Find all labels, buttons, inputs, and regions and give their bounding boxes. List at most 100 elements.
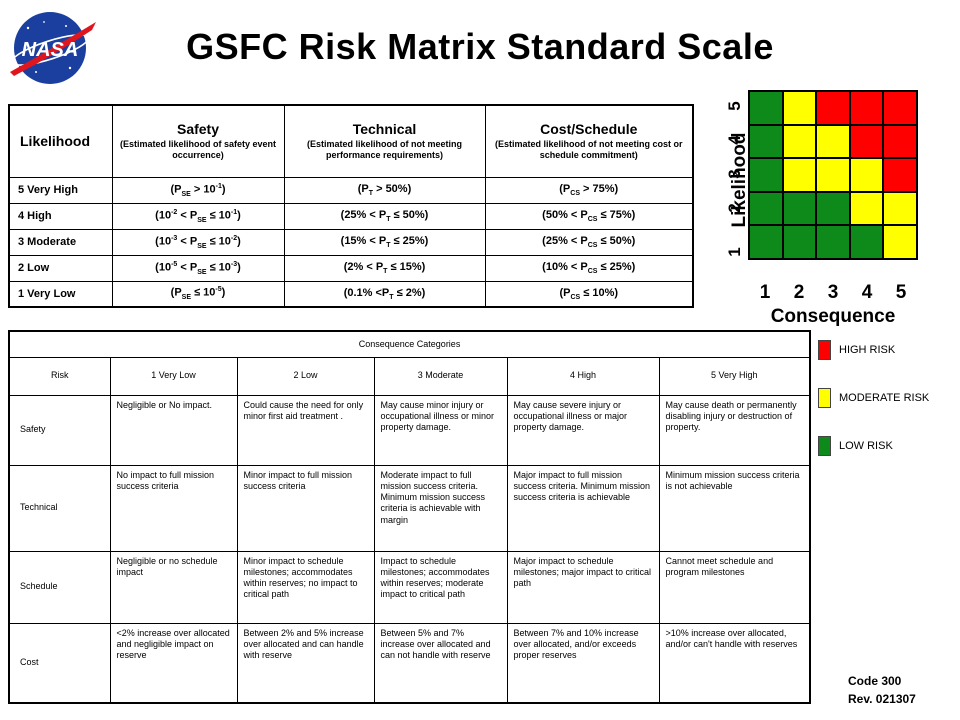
x-tick-label: 1 [759, 282, 771, 303]
likelihood-table: Likelihood Safety (Estimated likelihood … [8, 104, 694, 308]
header-cost-sub: (Estimated likelihood of not meeting cos… [494, 138, 683, 161]
consequence-description: May cause death or permanently disabling… [658, 394, 811, 466]
consequence-row: Technical No impact to full mission succe… [8, 464, 811, 552]
safety-probability: (PSE > 10-1) [111, 176, 285, 204]
consequence-description: Between 5% and 7% increase over allocate… [373, 622, 508, 704]
legend-label: MODERATE RISK [839, 392, 930, 404]
likelihood-level: 1 Very Low [8, 280, 113, 308]
legend-item: HIGH RISK [818, 340, 895, 360]
risk-cell [883, 91, 917, 125]
likelihood-level: 2 Low [8, 254, 113, 282]
consequence-description: Major impact to full mission success cri… [506, 464, 660, 552]
consequence-description: May cause minor injury or occupational i… [373, 394, 508, 466]
risk-cell [749, 91, 783, 125]
consequence-table-body: Safety Negligible or No impact. Could caus… [8, 394, 811, 704]
technical-probability: (2% < PT ≤ 15%) [283, 254, 486, 282]
matrix-y-axis-ticks: 1 2 3 4 5 [725, 90, 744, 275]
y-tick-label: 3 [725, 169, 744, 179]
risk-cell [849, 124, 884, 159]
consequence-description: >10% increase over allocated, and/or can… [658, 622, 811, 704]
technical-probability: (15% < PT ≤ 25%) [283, 228, 486, 256]
likelihood-level: 5 Very High [8, 176, 113, 204]
legend-item: LOW RISK [818, 436, 893, 456]
svg-text:NASA: NASA [22, 39, 79, 61]
legend-swatch [818, 388, 831, 408]
technical-probability: (PT > 50%) [283, 176, 486, 204]
risk-cell [883, 225, 917, 259]
cost-schedule-probability: (PCS > 75%) [484, 176, 694, 204]
risk-cell [849, 225, 884, 259]
consequence-category: Technical [8, 464, 111, 552]
consequence-description: No impact to full mission success criter… [109, 464, 238, 552]
consequence-title-row: Consequence Categories [8, 330, 811, 358]
matrix-x-axis-label: Consequence [770, 306, 896, 327]
risk-cell [849, 91, 884, 125]
consequence-description: Minor impact to full mission success cri… [236, 464, 375, 552]
consequence-category: Schedule [8, 550, 111, 624]
x-tick-label: 3 [827, 282, 839, 303]
likelihood-row: 2 Low (10-5 < PSE ≤ 10-3) (2% < PT ≤ 15%)(… [8, 254, 694, 282]
likelihood-row: 3 Moderate (10-3 < PSE ≤ 10-2) (15% < PT ≤… [8, 228, 694, 256]
header-cost-schedule: Cost/Schedule (Estimated likelihood of n… [484, 104, 694, 178]
risk-cell [749, 191, 783, 226]
risk-cell [849, 191, 884, 226]
legend-item: MODERATE RISK [818, 388, 929, 408]
consequence-description: Between 2% and 5% increase over allocate… [236, 622, 375, 704]
code-number: Code 300 [848, 674, 902, 688]
risk-cell [749, 124, 783, 159]
likelihood-level: 4 High [8, 202, 113, 230]
technical-probability: (25% < PT ≤ 50%) [283, 202, 486, 230]
risk-cell [782, 91, 817, 125]
legend-label: LOW RISK [839, 440, 893, 452]
header-technical-title: Technical [352, 120, 417, 137]
x-tick-label: 2 [793, 282, 805, 303]
likelihood-row: 4 High (10-2 < PSE ≤ 10-1) (25% < PT ≤ 50%… [8, 202, 694, 230]
legend-swatch [818, 436, 831, 456]
risk-cell [749, 225, 783, 259]
consequence-header-cell: 3 Moderate [373, 356, 508, 396]
cost-schedule-probability: (50% < PCS ≤ 75%) [484, 202, 694, 230]
consequence-description: Impact to schedule milestones; accommoda… [373, 550, 508, 624]
risk-cell [883, 191, 917, 226]
risk-cell [749, 158, 783, 192]
consequence-description: Major impact to schedule milestones; maj… [506, 550, 660, 624]
nasa-logo: NASA [6, 6, 102, 88]
risk-cell [816, 91, 850, 125]
likelihood-level: 3 Moderate [8, 228, 113, 256]
x-tick-label: 4 [861, 282, 873, 303]
risk-cell [782, 225, 817, 259]
cost-schedule-probability: (10% < PCS ≤ 25%) [484, 254, 694, 282]
y-tick-label: 4 [725, 135, 744, 145]
likelihood-table-body: 5 Very High (PSE > 10-1) (PT > 50%) (PCS > … [8, 176, 694, 308]
risk-cell [883, 158, 917, 192]
header-safety: Safety (Estimated likelihood of safety e… [111, 104, 285, 178]
consequence-description: Moderate impact to full mission success … [373, 464, 508, 552]
risk-cell [782, 191, 817, 226]
consequence-table: Consequence Categories Risk 1 Very Low 2 L… [8, 330, 812, 704]
risk-cell [883, 124, 917, 159]
consequence-header-cell: 1 Very Low [109, 356, 238, 396]
consequence-description: Negligible or No impact. [109, 394, 238, 466]
consequence-header-cell: 4 High [506, 356, 660, 396]
x-tick-label: 5 [895, 282, 907, 303]
consequence-description: Cannot meet schedule and program milesto… [658, 550, 811, 624]
safety-probability: (10-2 < PSE ≤ 10-1) [111, 202, 285, 230]
consequence-header-cell: 5 Very High [658, 356, 811, 396]
consequence-description: May cause severe injury or occupational … [506, 394, 660, 466]
header-safety-sub: (Estimated likelihood of safety event oc… [119, 138, 277, 161]
y-tick-label: 1 [725, 247, 744, 257]
legend-swatch [818, 340, 831, 360]
consequence-row: Schedule Negligible or no schedule impact… [8, 550, 811, 624]
cost-schedule-probability: (PCS ≤ 10%) [484, 280, 694, 308]
safety-probability: (PSE ≤ 10-5) [111, 280, 285, 308]
legend-label: HIGH RISK [839, 344, 896, 356]
risk-cell [782, 158, 817, 192]
consequence-header-cell: Risk [8, 356, 111, 396]
page-title: GSFC Risk Matrix Standard Scale [186, 26, 774, 67]
technical-probability: (0.1% <PT ≤ 2%) [283, 280, 486, 308]
likelihood-row: 1 Very Low (PSE ≤ 10-5) (0.1% <PT ≤ 2%) (PC… [8, 280, 694, 308]
risk-matrix-grid [748, 90, 918, 260]
header-technical: Technical (Estimated likelihood of not m… [283, 104, 486, 178]
consequence-table-title: Consequence Categories [8, 330, 811, 358]
risk-cell [849, 158, 884, 192]
